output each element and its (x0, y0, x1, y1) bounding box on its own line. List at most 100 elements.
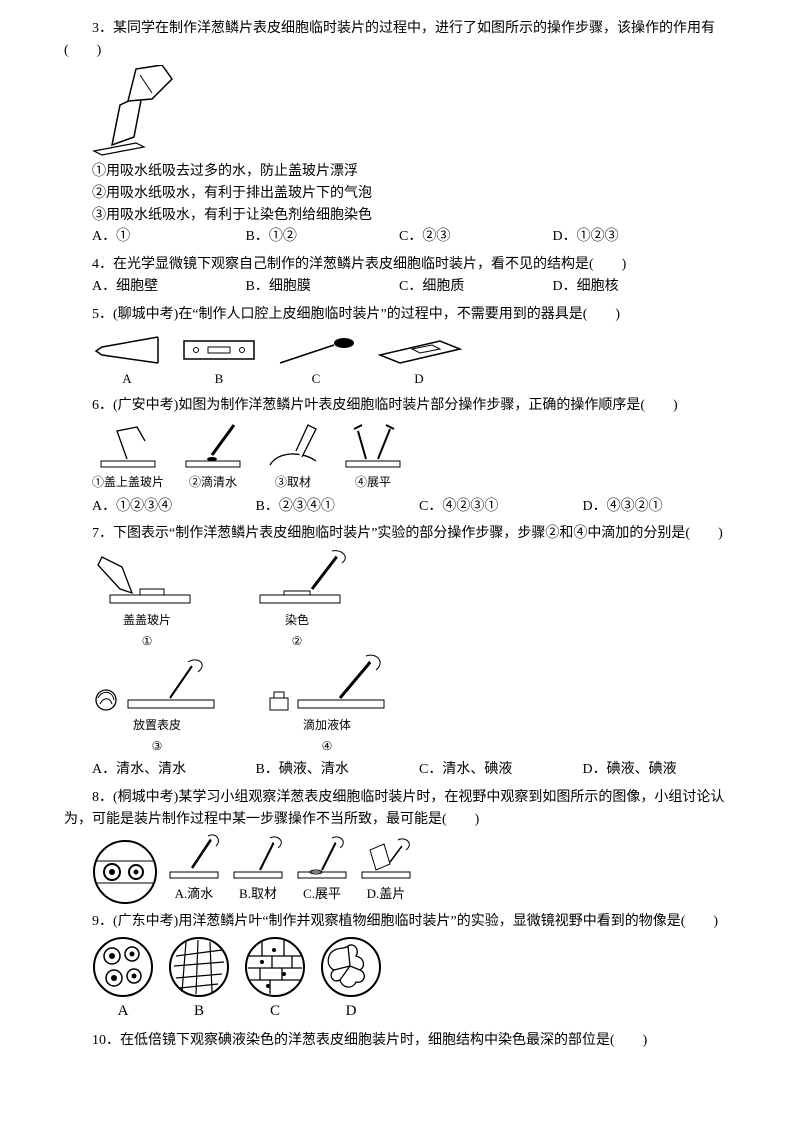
q8-capA: A.滴水 (175, 884, 214, 904)
q3-figure (92, 65, 748, 157)
q7-cap1: 盖盖玻片 (123, 611, 171, 630)
take-tissue-step-icon (230, 834, 286, 882)
q5-capA: A (122, 369, 131, 389)
q8-figA: A.滴水 (166, 834, 222, 904)
q6-fig4: ④展平 (342, 421, 404, 492)
q4-stem: 4．在光学显微镜下观察自己制作的洋葱鳞片表皮细胞临时装片，看不见的结构是( ) (64, 254, 748, 276)
q6-figures: ①盖上盖玻片 ②滴清水 ③取材 ④展平 (92, 421, 748, 492)
q7-cap4: 滴加液体 (303, 716, 351, 735)
q7-fig1: 盖盖玻片 ① (92, 549, 202, 650)
q4-optB: B．细胞膜 (246, 276, 396, 298)
q9-capA: A (118, 1000, 129, 1023)
q8-figD: D.盖片 (358, 834, 414, 904)
q6-optB: B．②③④① (256, 496, 416, 518)
stain-step-icon (242, 549, 352, 609)
q4-options: A．细胞壁 B．细胞膜 C．细胞质 D．细胞核 (92, 276, 748, 298)
q9-capD: D (346, 1000, 357, 1023)
cells-round-icon (92, 936, 154, 998)
question-9: 9．(广东中考)用洋葱鳞片叶“制作并观察植物细胞临时装片”的实验，显微镜视野中看… (64, 911, 748, 1024)
q5-capC: C (312, 369, 321, 389)
q3-stem: 3．某同学在制作洋葱鳞片表皮细胞临时装片的过程中，进行了如图所示的操作步骤，该操… (64, 18, 748, 61)
q3-optB: B．①② (246, 226, 396, 248)
q6-cap4: ④展平 (355, 473, 391, 492)
cover-slip-icon (97, 421, 159, 471)
q7-cap2: 染色 (285, 611, 309, 630)
drop-water-icon (182, 421, 244, 471)
q7-optD: D．碘液、碘液 (583, 759, 743, 781)
razor-blade-icon (180, 333, 258, 367)
q7-cap2n: ② (292, 632, 303, 651)
q8-figures: A.滴水 B.取材 C.展平 D.盖片 (92, 834, 748, 904)
q6-optC: C．④②③① (419, 496, 579, 518)
q6-fig1: ①盖上盖玻片 (92, 421, 164, 492)
q5-capD: D (414, 369, 423, 389)
q7-cap3: 放置表皮 (133, 716, 181, 735)
spread-step-icon (294, 834, 350, 882)
q6-options: A．①②③④ B．②③④① C．④②③① D．④③②① (92, 496, 748, 518)
q5-figures: A B C (92, 329, 748, 389)
take-material-icon (262, 421, 324, 471)
place-epidermis-icon (92, 654, 222, 714)
q5-figA: A (92, 333, 162, 389)
worksheet-page: 3．某同学在制作洋葱鳞片表皮细胞临时装片的过程中，进行了如图所示的操作步骤，该操… (0, 0, 800, 1075)
q5-stem: 5．(聊城中考)在“制作人口腔上皮细胞临时装片”的过程中，不需要用到的器具是( … (64, 304, 748, 326)
q3-c2: ②用吸水纸吸水，有利于排出盖玻片下的气泡 (92, 183, 748, 205)
q3-optC: C．②③ (399, 226, 549, 248)
q8-capB: B.取材 (239, 884, 277, 904)
q6-cap1: ①盖上盖玻片 (92, 473, 164, 492)
q7-fig4: 滴加液体 ④ (262, 654, 392, 755)
tweezers-icon (92, 333, 162, 367)
blotting-paper-icon (92, 65, 182, 157)
q3-fig (92, 65, 182, 157)
q8-figC: C.展平 (294, 834, 350, 904)
q7-cap3n: ③ (152, 737, 163, 756)
q4-optD: D．细胞核 (553, 276, 703, 298)
q7-options: A．清水、清水 B．碘液、清水 C．清水、碘液 D．碘液、碘液 (92, 759, 748, 781)
q7-figures-row1: 盖盖玻片 ① 染色 ② (92, 549, 748, 650)
question-8: 8．(桐城中考)某学习小组观察洋葱表皮细胞临时装片时，在视野中观察到如图所示的图… (64, 787, 748, 905)
q7-cap4n: ④ (322, 737, 333, 756)
q3-options: A．① B．①② C．②③ D．①②③ (92, 226, 748, 248)
q7-optC: C．清水、碘液 (419, 759, 579, 781)
q8-figB: B.取材 (230, 834, 286, 904)
q5-figC: C (276, 333, 356, 389)
q3-optA: A．① (92, 226, 242, 248)
q10-stem: 10．在低倍镜下观察碘液染色的洋葱表皮细胞装片时，细胞结构中染色最深的部位是( … (64, 1030, 748, 1052)
q7-optB: B．碘液、清水 (256, 759, 416, 781)
add-liquid-icon (262, 654, 392, 714)
cells-irregular-icon (320, 936, 382, 998)
q9-capC: C (270, 1000, 280, 1023)
cells-mesh-icon (168, 936, 230, 998)
glass-slide-icon (374, 329, 464, 367)
question-4: 4．在光学显微镜下观察自己制作的洋葱鳞片表皮细胞临时装片，看不见的结构是( ) … (64, 254, 748, 297)
q9-figD: D (320, 936, 382, 1023)
question-7: 7．下图表示“制作洋葱鳞片表皮细胞临时装片”实验的部分操作步骤，步骤②和④中滴加… (64, 523, 748, 781)
cover-step-icon (358, 834, 414, 882)
drop-water-step-icon (166, 834, 222, 882)
q9-stem: 9．(广东中考)用洋葱鳞片叶“制作并观察植物细胞临时装片”的实验，显微镜视野中看… (64, 911, 748, 933)
q9-figC: C (244, 936, 306, 1023)
q6-stem: 6．(广安中考)如图为制作洋葱鳞片叶表皮细胞临时装片部分操作步骤，正确的操作顺序… (64, 395, 748, 417)
cover-slip-step-icon (92, 549, 202, 609)
q8-figView (92, 839, 158, 905)
dissecting-needle-icon (276, 333, 356, 367)
question-3: 3．某同学在制作洋葱鳞片表皮细胞临时装片的过程中，进行了如图所示的操作步骤，该操… (64, 18, 748, 248)
q9-capB: B (194, 1000, 204, 1023)
q7-fig2: 染色 ② (242, 549, 352, 650)
q6-cap2: ②滴清水 (189, 473, 237, 492)
q4-optC: C．细胞质 (399, 276, 549, 298)
q6-fig2: ②滴清水 (182, 421, 244, 492)
microscope-view-icon (92, 839, 158, 905)
question-6: 6．(广安中考)如图为制作洋葱鳞片叶表皮细胞临时装片部分操作步骤，正确的操作顺序… (64, 395, 748, 517)
question-10: 10．在低倍镜下观察碘液染色的洋葱表皮细胞装片时，细胞结构中染色最深的部位是( … (64, 1030, 748, 1052)
q5-figD: D (374, 329, 464, 389)
q7-figures-row2: 放置表皮 ③ 滴加液体 ④ (92, 654, 748, 755)
q7-stem: 7．下图表示“制作洋葱鳞片表皮细胞临时装片”实验的部分操作步骤，步骤②和④中滴加… (64, 523, 748, 545)
q6-cap3: ③取材 (275, 473, 311, 492)
q6-optA: A．①②③④ (92, 496, 252, 518)
cells-brick-icon (244, 936, 306, 998)
q5-figB: B (180, 333, 258, 389)
q7-optA: A．清水、清水 (92, 759, 252, 781)
q6-optD: D．④③②① (583, 496, 743, 518)
q6-fig3: ③取材 (262, 421, 324, 492)
